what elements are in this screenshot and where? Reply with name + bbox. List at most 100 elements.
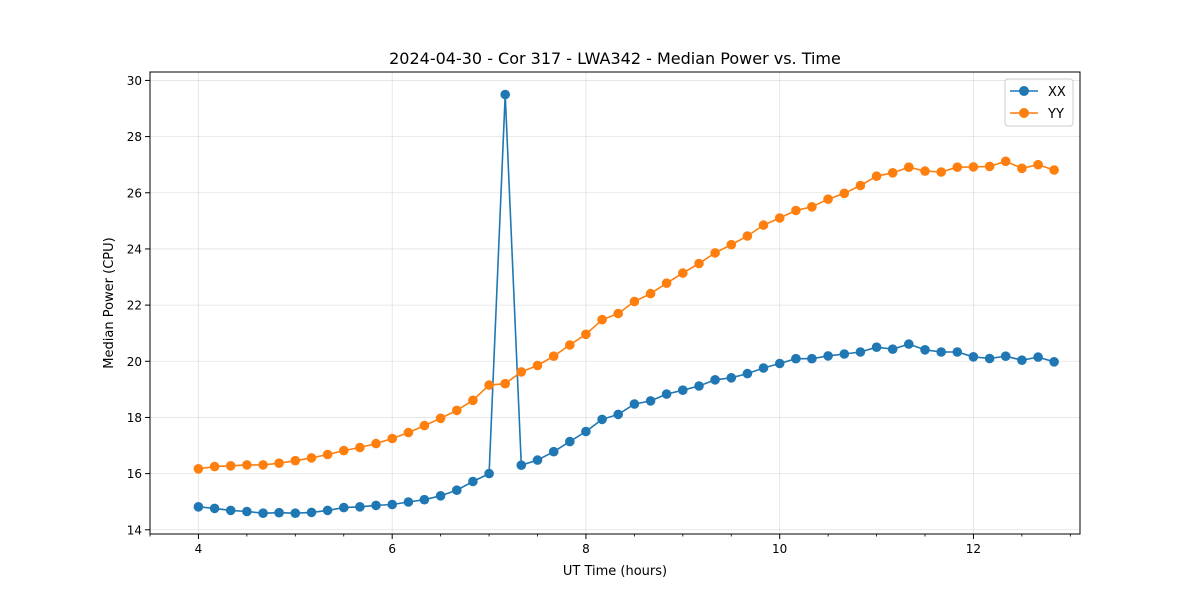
data-point-xx <box>500 89 511 100</box>
x-tick-label: 8 <box>582 542 590 556</box>
data-point-yy <box>290 455 301 466</box>
data-point-yy <box>742 231 753 241</box>
data-point-xx <box>371 500 381 511</box>
data-point-xx <box>920 345 930 355</box>
data-point-yy <box>984 161 995 172</box>
x-axis-label: UT Time (hours) <box>563 564 667 579</box>
data-point-yy <box>791 205 801 216</box>
data-point-xx <box>1017 355 1027 366</box>
data-point-yy <box>581 329 591 340</box>
data-point-xx <box>209 503 220 514</box>
data-point-xx <box>1049 357 1059 367</box>
data-point-yy <box>419 420 430 431</box>
data-point-xx <box>532 455 543 465</box>
data-point-yy <box>500 378 511 389</box>
data-point-xx <box>726 373 737 383</box>
data-point-yy <box>355 442 365 453</box>
data-point-xx <box>274 507 284 518</box>
data-point-yy <box>710 248 720 258</box>
data-point-yy <box>565 340 575 350</box>
legend-marker-xx <box>1019 86 1029 96</box>
data-point-xx <box>581 426 591 437</box>
data-point-yy <box>548 351 559 362</box>
data-point-yy <box>774 213 785 223</box>
data-point-xx <box>322 505 333 516</box>
y-tick-label: 22 <box>127 299 142 313</box>
data-point-yy <box>920 166 930 176</box>
data-point-xx <box>339 502 349 513</box>
data-point-xx <box>661 389 672 399</box>
data-point-xx <box>516 460 527 471</box>
legend-marker-yy <box>1019 108 1029 118</box>
data-point-yy <box>452 405 462 416</box>
data-point-xx <box>871 342 882 353</box>
data-point-xx <box>952 347 963 357</box>
data-point-yy <box>645 288 656 299</box>
data-point-yy <box>904 162 914 172</box>
data-point-xx <box>242 506 252 517</box>
data-point-yy <box>1049 165 1059 175</box>
data-point-yy <box>225 461 236 471</box>
data-point-xx <box>936 347 946 357</box>
data-point-xx <box>435 491 446 501</box>
data-point-xx <box>645 396 656 406</box>
data-point-xx <box>597 414 607 425</box>
legend: XX YY <box>1004 78 1074 127</box>
data-point-xx <box>758 363 769 373</box>
legend-label-yy: YY <box>1047 107 1064 122</box>
data-point-xx <box>887 344 898 355</box>
data-point-xx <box>807 353 817 364</box>
data-point-xx <box>968 352 979 362</box>
series-area <box>193 89 1059 518</box>
data-point-xx <box>1033 352 1043 362</box>
data-point-yy <box>807 202 817 212</box>
y-tick-label: 20 <box>127 355 142 369</box>
data-point-xx <box>419 494 430 505</box>
y-tick-label: 18 <box>127 411 142 425</box>
data-point-yy <box>532 360 543 371</box>
data-point-yy <box>758 220 769 230</box>
data-point-yy <box>274 458 284 469</box>
y-tick-label: 30 <box>127 74 142 88</box>
data-point-xx <box>839 349 850 359</box>
data-point-yy <box>936 167 946 177</box>
data-point-yy <box>1000 156 1011 167</box>
data-point-yy <box>694 258 704 269</box>
data-point-xx <box>468 476 478 487</box>
data-point-xx <box>225 505 236 516</box>
data-point-yy <box>339 445 349 456</box>
data-point-yy <box>871 171 882 181</box>
data-point-yy <box>823 194 833 204</box>
data-point-xx <box>1000 351 1011 362</box>
axis-ticks: 4 6 8 10 12 14 16 18 20 22 24 26 28 30 <box>127 74 1071 556</box>
data-point-xx <box>565 436 575 447</box>
data-point-xx <box>193 502 204 512</box>
data-point-xx <box>403 497 414 507</box>
data-point-xx <box>710 375 720 385</box>
data-point-xx <box>904 339 914 349</box>
data-point-yy <box>484 380 494 390</box>
data-point-xx <box>290 508 301 518</box>
data-point-xx <box>855 347 866 357</box>
data-point-yy <box>468 395 478 406</box>
data-point-xx <box>387 499 398 510</box>
y-tick-label: 14 <box>127 523 142 537</box>
legend-label-xx: XX <box>1048 85 1066 100</box>
data-point-yy <box>678 268 688 278</box>
data-point-yy <box>629 296 640 307</box>
y-tick-label: 16 <box>127 467 142 481</box>
data-point-yy <box>661 278 672 289</box>
data-point-xx <box>306 507 317 518</box>
x-tick-label: 12 <box>966 542 981 556</box>
data-point-xx <box>355 502 365 512</box>
data-point-xx <box>678 385 688 396</box>
data-point-xx <box>694 381 704 391</box>
data-point-yy <box>193 464 204 474</box>
plot-frame <box>149 71 1081 535</box>
x-tick-label: 4 <box>195 542 203 556</box>
y-axis-label: Median Power (CPU) <box>102 237 117 368</box>
data-point-yy <box>258 460 268 470</box>
data-point-yy <box>387 433 398 444</box>
data-point-yy <box>306 453 317 463</box>
chart-title: 2024-04-30 - Cor 317 - LWA342 - Median P… <box>389 49 841 68</box>
